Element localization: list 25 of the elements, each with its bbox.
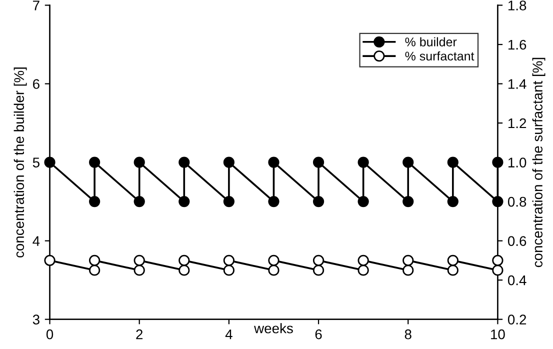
y2-tick-label: 1.6 <box>508 40 526 50</box>
y2-tick-label: 1.8 <box>508 0 526 10</box>
y2-axis-title: concentration of the surfactant [%] <box>532 58 546 268</box>
y2-tick-label: 0.2 <box>508 314 526 325</box>
y-tick-label: 4 <box>32 236 40 246</box>
x-tick-label: 2 <box>136 329 143 340</box>
x-tick-label: 10 <box>491 329 505 340</box>
y-tick-label: 5 <box>32 158 40 168</box>
x-axis-title: weeks <box>254 323 293 334</box>
legend-label: % surfactant <box>405 51 474 61</box>
y2-tick-label: 1.4 <box>508 79 526 89</box>
y2-tick-label: 0.6 <box>508 236 526 246</box>
y-tick-label: 7 <box>33 0 40 10</box>
y2-tick-label: 0.8 <box>508 196 526 207</box>
y2-tick-label: 1.0 <box>508 158 526 168</box>
y2-tick-label: 0.4 <box>508 275 526 286</box>
y-tick-label: 3 <box>32 314 40 325</box>
x-tick-label: 8 <box>404 329 412 340</box>
x-tick-label: 6 <box>315 329 322 340</box>
y2-tick-label: 1.2 <box>508 118 526 128</box>
legend-label: % builder <box>405 37 457 46</box>
y-tick-label: 6 <box>33 79 40 89</box>
x-tick-label: 0 <box>46 329 54 340</box>
y-axis-title: concentration of the builder [%] <box>14 68 27 258</box>
x-tick-label: 4 <box>225 330 232 340</box>
